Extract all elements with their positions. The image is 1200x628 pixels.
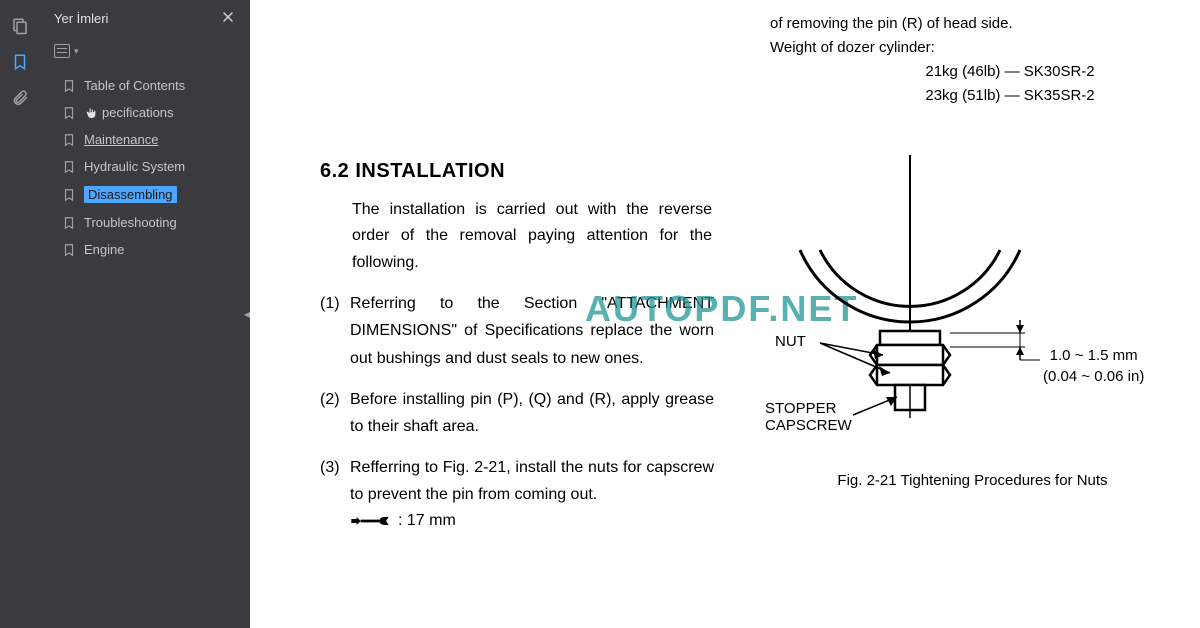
bookmark-list: Table of Contents pecifications Maintena… [40,68,250,267]
close-button[interactable] [218,8,238,28]
bookmark-outline-icon [62,243,76,257]
stopper-label-2: CAPSCREW [765,417,852,434]
step-1: (1) Referring to the Section "ATTACHMENT… [320,290,714,372]
document-viewport[interactable]: of removing the pin (R) of head side. We… [250,0,1200,628]
bookmark-outline-icon [62,188,76,202]
hand-cursor-icon [84,106,98,120]
weight-spec-2: 23kg (51lb) — SK35SR-2 [850,84,1170,108]
wrench-icon [350,513,390,529]
step-text: Referring to the Section "ATTACHMENT DIM… [350,290,714,372]
intro-paragraph: The installation is carried out with the… [352,197,712,276]
bookmark-item-troubleshooting[interactable]: Troubleshooting [40,209,250,236]
weight-heading: Weight of dozer cylinder: [770,36,1170,60]
bookmarks-sidebar: Yer İmleri ▾ Table of Contents pecificat… [40,0,250,628]
bookmark-label: Engine [84,242,124,257]
stopper-label-1: STOPPER [765,400,836,417]
document-page: of removing the pin (R) of head side. We… [250,0,1200,628]
bookmark-outline-icon [62,133,76,147]
bookmark-outline-icon [62,106,76,120]
bookmark-item-disassembling[interactable]: Disassembling [40,180,250,209]
bookmark-item-engine[interactable]: Engine [40,236,250,263]
weight-spec-1: 21kg (46lb) — SK30SR-2 [850,60,1170,84]
bookmark-item-specs[interactable]: pecifications [40,99,250,126]
view-toggle[interactable]: ▾ [40,40,250,68]
bookmark-item-maintenance[interactable]: Maintenance [40,126,250,153]
bookmark-label: Table of Contents [84,78,185,93]
wrench-size-value: : 17 mm [398,512,456,530]
bookmarks-icon[interactable] [10,52,30,72]
figure-2-21: NUT STOPPER CAPSCREW 1.0 ~ 1.5 mm (0.04 … [765,155,1180,495]
bookmark-label: Maintenance [84,132,158,147]
dimension-mm: 1.0 ~ 1.5 mm [1043,345,1144,366]
thumbnails-icon[interactable] [10,16,30,36]
bookmark-item-hydraulic[interactable]: Hydraulic System [40,153,250,180]
wrench-size-line: : 17 mm [350,512,1180,530]
bookmark-outline-icon [62,79,76,93]
bookmark-label: Hydraulic System [84,159,185,174]
bookmark-item-toc[interactable]: Table of Contents [40,72,250,99]
step-number: (2) [320,386,350,440]
step-3: (3) Refferring to Fig. 2-21, install the… [320,454,714,508]
step-text: Refferring to Fig. 2-21, install the nut… [350,454,714,508]
sidebar-header: Yer İmleri [40,0,250,40]
bookmark-label: Disassembling [84,186,177,203]
chevron-down-icon: ▾ [74,46,79,57]
list-view-icon [54,44,70,58]
sidebar-title: Yer İmleri [54,11,108,26]
bookmark-outline-icon [62,216,76,230]
nut-label: NUT [775,333,806,350]
bookmark-outline-icon [62,160,76,174]
attachments-icon[interactable] [10,88,30,108]
figure-caption: Fig. 2-21 Tightening Procedures for Nuts [765,472,1180,489]
removal-note: of removing the pin (R) of head side. [770,12,1170,36]
dimension-in: (0.04 ~ 0.06 in) [1043,366,1144,387]
step-text: Before installing pin (P), (Q) and (R), … [350,386,714,440]
top-right-block: of removing the pin (R) of head side. We… [770,12,1170,108]
step-2: (2) Before installing pin (P), (Q) and (… [320,386,714,440]
bookmark-label: pecifications [102,105,174,120]
step-number: (1) [320,290,350,372]
icon-rail [0,0,40,628]
bookmark-label: Troubleshooting [84,215,177,230]
step-number: (3) [320,454,350,508]
